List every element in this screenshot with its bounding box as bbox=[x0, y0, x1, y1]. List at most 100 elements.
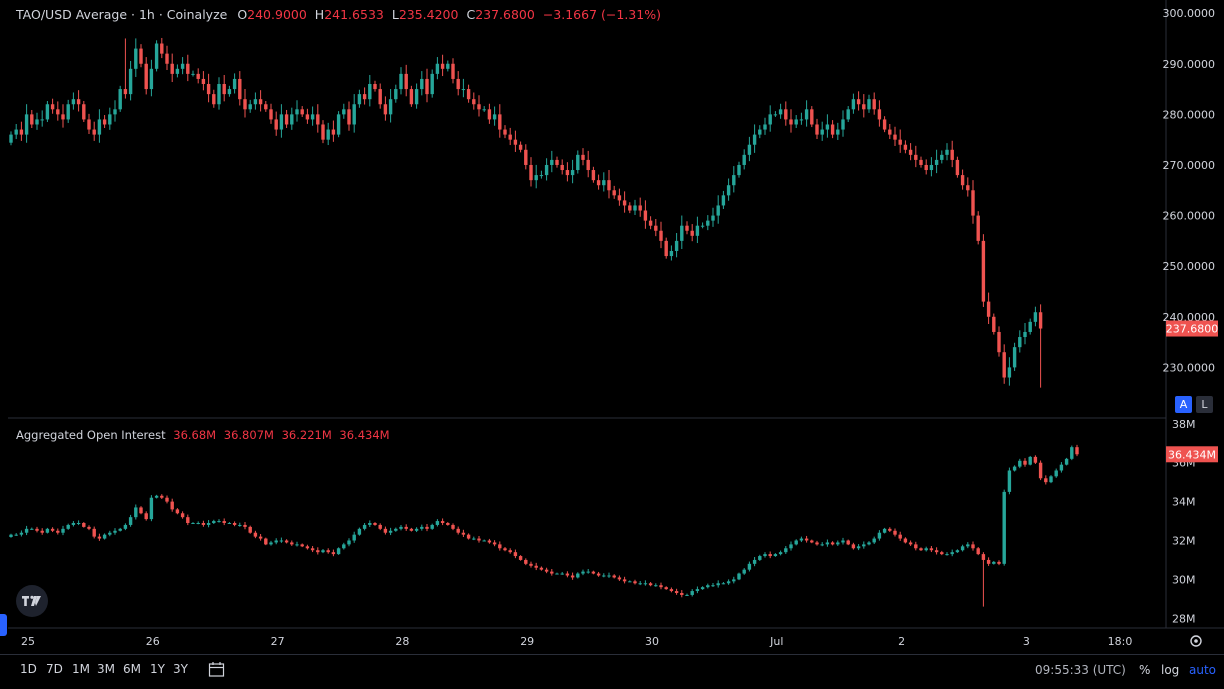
price-candle bbox=[560, 159, 564, 175]
price-candle bbox=[477, 95, 481, 117]
left-scroll-handle[interactable] bbox=[0, 614, 7, 636]
tradingview-logo-icon[interactable] bbox=[16, 585, 48, 617]
timeframe-3m[interactable]: 3M bbox=[97, 662, 115, 676]
timeframe-1m[interactable]: 1M bbox=[72, 662, 90, 676]
timeframe-1y[interactable]: 1Y bbox=[150, 662, 165, 676]
oi-candle bbox=[321, 548, 325, 554]
oi-candle bbox=[862, 541, 866, 549]
price-candle bbox=[940, 150, 944, 164]
oi-candle bbox=[560, 571, 564, 575]
price-candle bbox=[321, 120, 325, 144]
timeframe-1d[interactable]: 1D bbox=[20, 662, 37, 676]
price-candle bbox=[846, 106, 850, 123]
oi-candle bbox=[388, 527, 393, 536]
price-candle bbox=[352, 94, 356, 133]
price-candle bbox=[446, 60, 450, 72]
price-candle bbox=[830, 120, 835, 139]
price-candle bbox=[87, 113, 91, 134]
oi-last-value-label: 36.434M bbox=[1166, 446, 1218, 463]
oi-candle bbox=[680, 590, 684, 598]
oi-candle bbox=[461, 529, 466, 538]
price-candle bbox=[903, 140, 908, 154]
auto-toggle[interactable]: auto bbox=[1189, 663, 1217, 677]
price-candle bbox=[778, 103, 783, 119]
price-candle bbox=[134, 38, 138, 77]
price-candle bbox=[217, 77, 221, 110]
timeframe-7d[interactable]: 7D bbox=[46, 662, 63, 676]
price-candle bbox=[9, 131, 13, 146]
price-candle bbox=[316, 104, 320, 133]
price-candle bbox=[175, 64, 180, 78]
date-range-calendar-icon[interactable] bbox=[208, 661, 226, 682]
time-tick-label: 2 bbox=[898, 635, 905, 648]
oi-candle bbox=[851, 542, 856, 550]
oi-candle bbox=[804, 535, 809, 543]
oi-candle bbox=[66, 523, 70, 530]
settings-gear-icon[interactable] bbox=[1190, 635, 1202, 647]
oi-candle bbox=[768, 551, 772, 559]
oi-candle bbox=[243, 522, 247, 530]
oi-candle bbox=[440, 518, 445, 526]
price-candle bbox=[284, 109, 289, 129]
percent-toggle[interactable]: % bbox=[1139, 663, 1151, 677]
price-candle bbox=[264, 101, 268, 112]
price-candle bbox=[534, 164, 538, 189]
price-candle bbox=[586, 150, 590, 178]
price-candle bbox=[872, 92, 876, 115]
price-candle bbox=[768, 105, 772, 132]
price-candle bbox=[206, 73, 211, 103]
oi-candle bbox=[425, 523, 429, 532]
price-candles bbox=[9, 37, 1043, 388]
oi-candle bbox=[1070, 445, 1074, 461]
oi-candle bbox=[976, 547, 980, 556]
oi-candle bbox=[763, 552, 767, 558]
price-candle bbox=[529, 157, 533, 187]
log-toggle[interactable]: log bbox=[1161, 663, 1180, 677]
oi-candle bbox=[1007, 467, 1012, 495]
oi-candle bbox=[1038, 460, 1043, 481]
price-candle bbox=[680, 215, 684, 250]
log-scale-button[interactable]: L bbox=[1196, 396, 1213, 413]
oi-candle bbox=[472, 536, 476, 541]
price-candle bbox=[674, 233, 679, 258]
oi-candle bbox=[617, 575, 622, 581]
price-candle bbox=[238, 71, 242, 106]
oi-candle bbox=[950, 549, 954, 557]
timeframe-3y[interactable]: 3Y bbox=[173, 662, 188, 676]
oi-candle bbox=[981, 552, 986, 607]
price-candle bbox=[742, 149, 746, 170]
price-candle bbox=[752, 124, 757, 153]
price-candle bbox=[612, 185, 616, 199]
utc-clock[interactable]: 09:55:33 (UTC) bbox=[1035, 663, 1126, 677]
oi-candle bbox=[888, 527, 892, 533]
price-candle bbox=[269, 103, 273, 124]
oi-candle bbox=[867, 541, 871, 546]
oi-candle bbox=[498, 541, 502, 551]
oi-candle bbox=[778, 550, 783, 556]
oi-candle bbox=[1054, 468, 1058, 478]
price-candle bbox=[669, 245, 674, 261]
timeframe-6m[interactable]: 6M bbox=[123, 662, 141, 676]
price-candle bbox=[732, 166, 736, 193]
oi-candle bbox=[908, 540, 913, 546]
oi-candle bbox=[14, 533, 18, 536]
oi-candle bbox=[201, 520, 206, 527]
price-candle bbox=[310, 106, 315, 126]
auto-scale-button[interactable]: A bbox=[1175, 396, 1192, 413]
price-candle bbox=[716, 195, 720, 224]
price-candle bbox=[919, 156, 923, 168]
price-candle bbox=[867, 94, 871, 113]
price-candle bbox=[648, 216, 653, 230]
oi-candle bbox=[820, 542, 824, 547]
oi-candle bbox=[336, 547, 341, 555]
price-tick-label: 290.0000 bbox=[1163, 58, 1216, 71]
oi-candle bbox=[882, 527, 887, 534]
symbol-title: TAO/USD Average · 1h · Coinalyze bbox=[16, 7, 228, 22]
price-candle bbox=[1002, 344, 1006, 384]
close-key: C bbox=[466, 7, 476, 22]
oi-candle bbox=[326, 548, 330, 554]
oi-candle bbox=[1018, 458, 1022, 469]
bottom-toolbar bbox=[0, 654, 1224, 689]
oi-candle bbox=[108, 530, 112, 537]
